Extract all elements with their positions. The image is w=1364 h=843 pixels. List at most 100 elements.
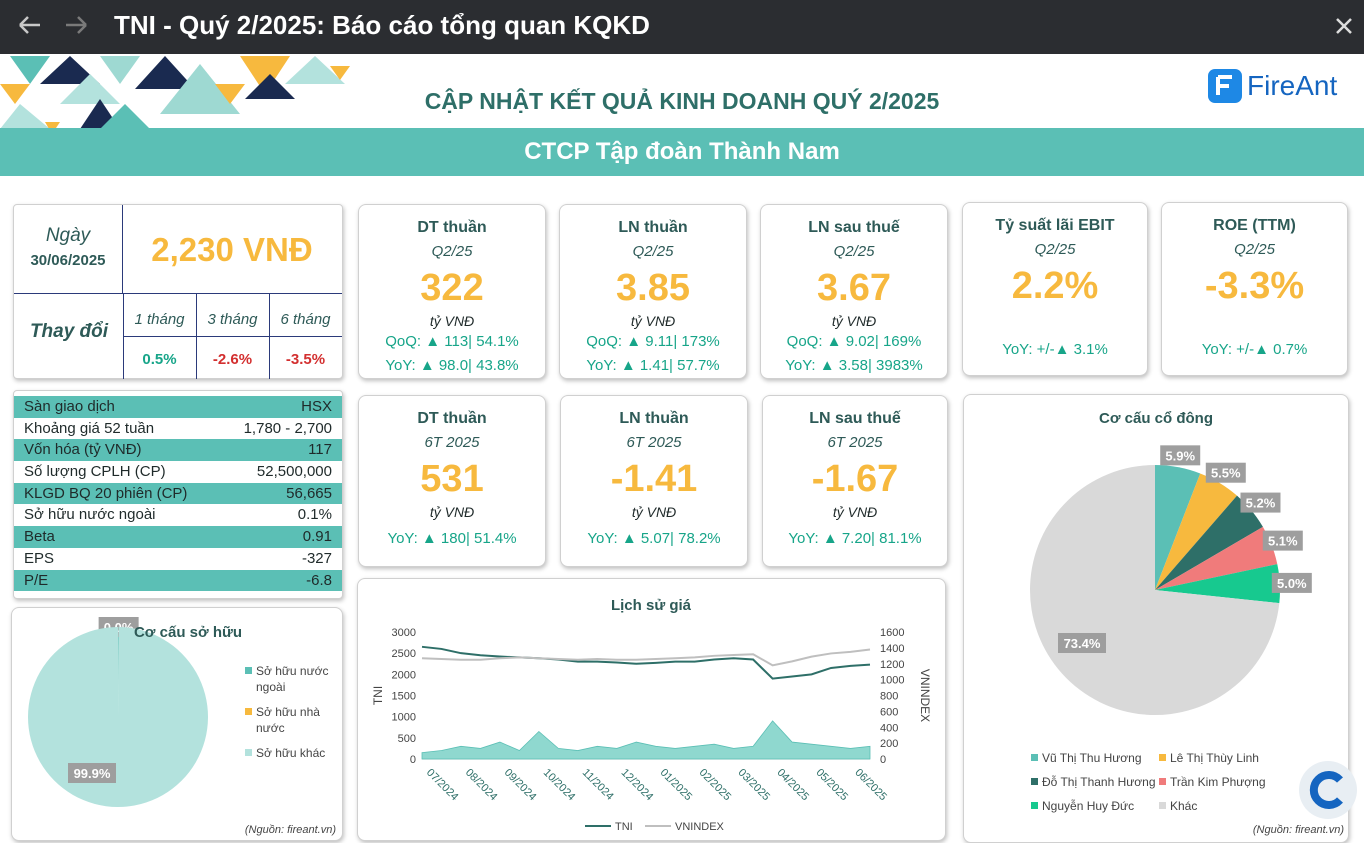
change-separator [123, 336, 196, 337]
legend-swatch [245, 708, 252, 715]
stats-label: Vốn hóa (tỷ VNĐ) [24, 441, 142, 459]
report-title: CẬP NHẬT KẾT QUẢ KINH DOANH QUÝ 2/2025 [424, 88, 940, 114]
kpi-period: Q2/25 [1034, 241, 1076, 258]
logo-icon [1208, 69, 1242, 103]
stats-label: KLGD BQ 20 phiên (CP) [24, 484, 188, 502]
stats-value: HSX [301, 398, 332, 415]
kpi-title: DT thuần [417, 410, 487, 427]
y-tick-label: 1500 [392, 691, 416, 703]
legend-swatch [245, 667, 252, 674]
kpi-period: Q2/25 [833, 243, 875, 260]
legend-label: Khác [1170, 799, 1197, 813]
y2-tick-label: 200 [880, 738, 898, 750]
kpi-title: Tỷ suất lãi EBIT [995, 217, 1115, 234]
stats-value: 1,780 - 2,700 [243, 419, 332, 437]
kpi-period: 6T 2025 [827, 434, 883, 451]
kpi-unit: tỷ VNĐ [429, 313, 475, 329]
y-tick-label: 3000 [392, 627, 416, 639]
y-tick-label: 500 [398, 733, 416, 745]
logo-text: FireAnt [1247, 70, 1338, 101]
kpi-change: YoY: +/-▲ 3.1% [1002, 341, 1108, 358]
y2-tick-label: 0 [880, 754, 886, 766]
stats-value: 0.1% [297, 506, 332, 524]
kpi-title: LN thuần [619, 410, 689, 427]
stats-row: Khoảng giá 52 tuần 1,780 - 2,700 [14, 417, 342, 440]
change-separator [196, 336, 269, 337]
kpi-change: QoQ: ▲ 9.02| 169% [786, 333, 922, 350]
stats-label: P/E [24, 571, 49, 589]
change-value: -3.5% [285, 351, 326, 368]
kpi-unit: tỷ VNĐ [631, 504, 677, 520]
period-label: 6 tháng [280, 311, 331, 328]
volume-area [421, 720, 871, 760]
price-line [421, 648, 871, 667]
y2-tick-label: 600 [880, 706, 898, 718]
data-label: 5.5% [1211, 466, 1241, 481]
stats-label: Sở hữu nước ngoài [24, 506, 156, 524]
close-button[interactable] [1334, 16, 1354, 36]
kpi-card: ROE (TTM) Q2/25 -3.3% YoY: +/-▲ 0.7% [1161, 202, 1348, 376]
y2-tick-label: 400 [880, 722, 898, 734]
kpi-period: Q2/25 [431, 243, 473, 260]
kpi-card: LN thuần 6T 2025 -1.41 tỷ VNĐ YoY: ▲ 5.07| 7… [560, 395, 748, 567]
x-tick-label: 12/2024 [619, 767, 656, 804]
y-tick-label: 1000 [392, 712, 416, 724]
kpi-card: LN thuần Q2/25 3.85 tỷ VNĐ QoQ: ▲ 9.11| 173%… [559, 204, 747, 379]
kpi-title: LN sau thuế [809, 410, 901, 427]
price-chart-box: Lịch sử giá 0 500 1000 1500 2000 2500 3000 0 200 4… [357, 578, 946, 841]
x-tick-label: 01/2025 [658, 767, 695, 804]
data-label-bg [1160, 445, 1201, 466]
kpi-value: 3.85 [616, 267, 690, 309]
stats-label: Beta [24, 528, 55, 546]
stats-label: Khoảng giá 52 tuần [24, 419, 155, 437]
price: 2,230 VNĐ [151, 231, 313, 268]
x-tick-label: 05/2025 [813, 767, 850, 804]
y2-tick-label: 1400 [880, 643, 904, 655]
kpi-change: YoY: ▲ 3.58| 3983% [785, 357, 923, 374]
kpi-period: 6T 2025 [626, 434, 682, 451]
kpi-card: DT thuần 6T 2025 531 tỷ VNĐ YoY: ▲ 180| 51.4… [358, 395, 546, 567]
price-line [421, 645, 871, 680]
y2-tick-label: 1000 [880, 675, 904, 687]
data-label-bg [1058, 633, 1106, 653]
x-tick-label: 11/2024 [580, 767, 616, 803]
kpi-unit: tỷ VNĐ [832, 504, 878, 520]
data-label: 5.9% [1165, 448, 1195, 463]
nav-buttons[interactable] [16, 12, 96, 42]
kpi-change: YoY: +/-▲ 0.7% [1201, 341, 1308, 358]
kpi-value: -3.3% [1204, 265, 1305, 307]
x-tick-label: 10/2024 [541, 767, 578, 804]
chart-title: Lịch sử giá [611, 597, 692, 614]
kpi-value: 531 [420, 458, 484, 500]
kpi-period: Q2/25 [1234, 241, 1275, 258]
kpi-card: DT thuần Q2/25 322 tỷ VNĐ QoQ: ▲ 113| 54.1% Y… [358, 204, 546, 379]
kpi-change: QoQ: ▲ 113| 54.1% [385, 333, 519, 350]
kpi-change: YoY: ▲ 7.20| 81.1% [788, 530, 922, 547]
legend-label: VNINDEX [675, 821, 725, 833]
legend-label: Lê Thị Thùy Linh [1170, 751, 1259, 765]
back-button[interactable] [19, 16, 40, 34]
period-label: 3 tháng [207, 311, 258, 328]
y2-tick-label: 800 [880, 691, 898, 703]
assistant-button[interactable] [1298, 760, 1358, 820]
pie-slice [28, 627, 209, 807]
legend-swatch [1031, 802, 1038, 809]
kpi-period: 6T 2025 [424, 434, 480, 451]
y-tick-label: 0 [410, 754, 416, 766]
legend-swatch [1159, 802, 1166, 809]
source-note: (Nguồn: fireant.vn) [245, 824, 336, 836]
kpi-card: LN sau thuế 6T 2025 -1.67 tỷ VNĐ YoY: ▲ 7.20… [762, 395, 948, 567]
data-label: 5.1% [1268, 534, 1298, 549]
shareholder-box: 5.9% 5.5% 5.2% 5.1% 5.0% 73.4% Cơ cấu cổ đông V… [963, 394, 1349, 843]
forward-button[interactable] [66, 16, 87, 34]
kpi-unit: tỷ VNĐ [831, 313, 877, 329]
kpi-unit: tỷ VNĐ [429, 504, 475, 520]
data-label: 5.2% [1246, 496, 1276, 511]
source-note: (Nguồn: fireant.vn) [1253, 824, 1344, 836]
date-label: Ngày [45, 225, 91, 246]
title-bar: TNI - Quý 2/2025: Báo cáo tổng quan KQKD [0, 0, 1364, 54]
kpi-period: Q2/25 [632, 243, 674, 260]
stats-value: 0.91 [302, 528, 332, 546]
kpi-value: -1.67 [811, 458, 899, 500]
